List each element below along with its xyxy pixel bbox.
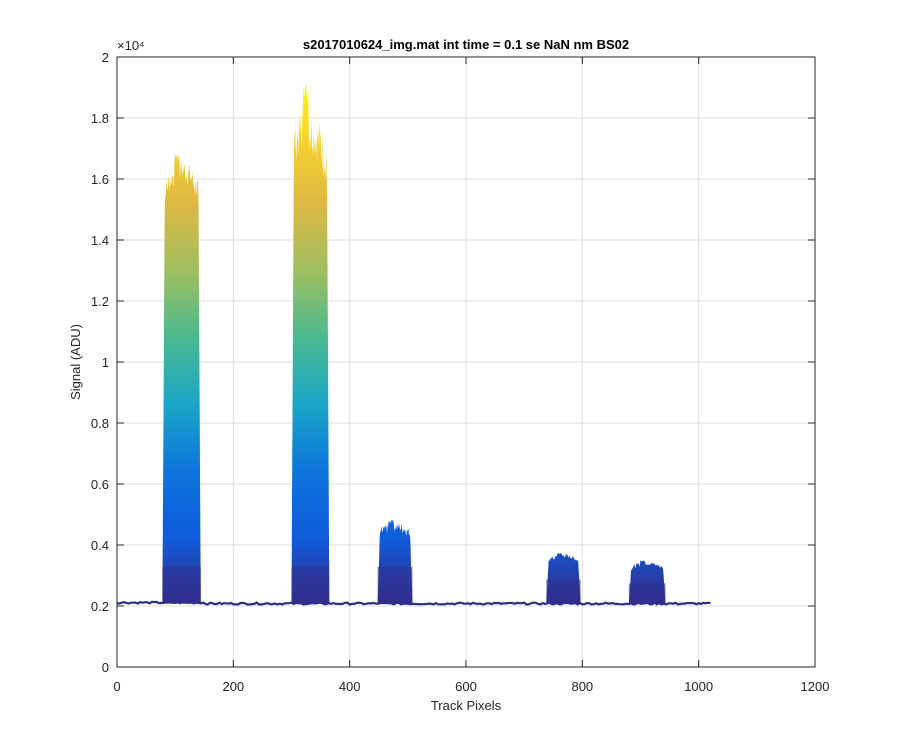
y-tick-label: 0 — [102, 660, 109, 675]
x-tick-labels: 0 200 400 600 800 1000 1200 — [113, 679, 829, 694]
y-tick-label: 1.6 — [91, 172, 109, 187]
series-group — [117, 81, 711, 606]
y-tick-label: 0.2 — [91, 599, 109, 614]
chart-title: s2017010624_img.mat int time = 0.1 se Na… — [303, 37, 629, 52]
baseline-trace — [117, 600, 711, 606]
y-tick-label: 0.8 — [91, 416, 109, 431]
x-tick-label: 0 — [113, 679, 120, 694]
y-exponent-label: ×10⁴ — [117, 38, 145, 53]
y-tick-labels: 0 0.2 0.4 0.6 0.8 1 1.2 1.4 1.6 1.8 2 — [91, 50, 109, 675]
signal-peak-4-base — [546, 579, 581, 604]
x-tick-label: 1200 — [801, 679, 830, 694]
tick-marks — [116, 56, 816, 668]
x-tick-label: 1000 — [684, 679, 713, 694]
grid-lines — [117, 57, 815, 667]
x-axis-label: Track Pixels — [431, 698, 502, 713]
signal-peak-2-base — [291, 566, 330, 604]
x-tick-label: 600 — [455, 679, 477, 694]
x-tick-label: 400 — [339, 679, 361, 694]
y-tick-label: 1.2 — [91, 294, 109, 309]
signal-peak-1 — [161, 153, 202, 604]
signal-peak-2 — [290, 81, 331, 604]
y-tick-label: 2 — [102, 50, 109, 65]
x-tick-label: 200 — [222, 679, 244, 694]
y-tick-label: 1.8 — [91, 111, 109, 126]
signal-peak-3-base — [377, 566, 413, 604]
y-tick-label: 0.6 — [91, 477, 109, 492]
signal-peak-1-base — [162, 566, 201, 604]
y-tick-label: 1 — [102, 355, 109, 370]
x-tick-label: 800 — [571, 679, 593, 694]
y-tick-label: 0.4 — [91, 538, 109, 553]
y-tick-label: 1.4 — [91, 233, 109, 248]
signal-peak-5-base — [628, 583, 666, 604]
y-axis-label: Signal (ADU) — [68, 324, 83, 400]
